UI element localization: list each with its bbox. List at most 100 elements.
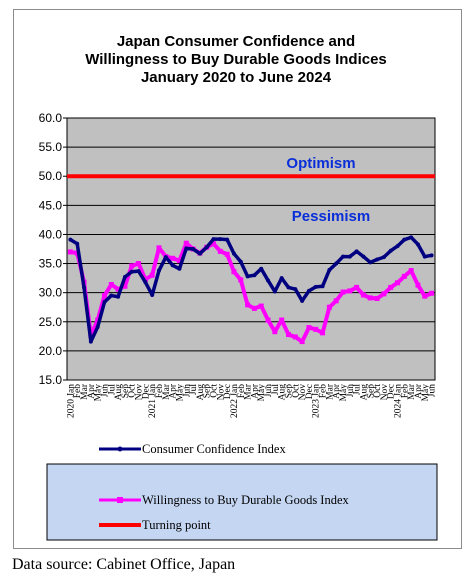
y-axis-ticks: 60.0 55.0 50.0 45.0 40.0 35.0 30.0 25.0 20.0 15.0: [39, 111, 67, 387]
data-point-consumer-confidence-index: [423, 255, 427, 259]
data-point-consumer-confidence-index: [280, 276, 284, 280]
data-point-consumer-confidence-index: [96, 325, 100, 329]
data-point-consumer-confidence-index: [191, 247, 195, 251]
data-point-willingness-to-buy-durable-goods-index: [306, 325, 311, 330]
data-point-consumer-confidence-index: [68, 238, 72, 242]
data-point-willingness-to-buy-durable-goods-index: [409, 268, 414, 273]
y-tick-label: 50.0: [39, 169, 63, 183]
data-point-willingness-to-buy-durable-goods-index: [313, 327, 318, 332]
y-tick-label: 20.0: [39, 344, 63, 358]
data-point-consumer-confidence-index: [205, 245, 209, 249]
data-point-willingness-to-buy-durable-goods-index: [293, 334, 298, 339]
data-point-consumer-confidence-index: [409, 235, 413, 239]
data-point-willingness-to-buy-durable-goods-index: [320, 330, 325, 335]
data-point-consumer-confidence-index: [102, 300, 106, 304]
data-point-consumer-confidence-index: [321, 284, 325, 288]
data-point-consumer-confidence-index: [137, 269, 141, 273]
data-point-willingness-to-buy-durable-goods-index: [402, 274, 407, 279]
data-point-consumer-confidence-index: [246, 274, 250, 278]
title-line-3: January 2020 to June 2024: [141, 69, 332, 86]
x-tick-label: Jun: [428, 384, 438, 397]
y-tick-label: 15.0: [39, 373, 63, 387]
data-point-willingness-to-buy-durable-goods-index: [368, 295, 373, 300]
data-point-willingness-to-buy-durable-goods-index: [354, 285, 359, 290]
data-point-willingness-to-buy-durable-goods-index: [68, 249, 73, 254]
title-line-2: Willingness to Buy Durable Goods Indices: [85, 51, 387, 68]
data-point-consumer-confidence-index: [396, 244, 400, 248]
data-point-consumer-confidence-index: [252, 273, 256, 277]
data-point-consumer-confidence-index: [327, 268, 331, 272]
title-line-1: Japan Consumer Confidence and: [117, 33, 355, 50]
y-tick-label: 40.0: [39, 227, 63, 241]
legend: Consumer Confidence Index Willingness to…: [47, 442, 437, 540]
data-point-consumer-confidence-index: [225, 238, 229, 242]
data-point-consumer-confidence-index: [348, 255, 352, 259]
data-point-consumer-confidence-index: [334, 262, 338, 266]
data-point-willingness-to-buy-durable-goods-index: [231, 269, 236, 274]
legend-label-durable-goods: Willingness to Buy Durable Goods Index: [142, 493, 350, 507]
data-point-consumer-confidence-index: [218, 237, 222, 241]
data-point-consumer-confidence-index: [171, 263, 175, 267]
data-point-consumer-confidence-index: [368, 260, 372, 264]
data-point-willingness-to-buy-durable-goods-index: [272, 329, 277, 334]
data-point-willingness-to-buy-durable-goods-index: [136, 261, 141, 266]
data-point-consumer-confidence-index: [259, 267, 263, 271]
data-point-consumer-confidence-index: [150, 293, 154, 297]
y-tick-label: 55.0: [39, 140, 63, 154]
data-point-consumer-confidence-index: [130, 270, 134, 274]
data-point-willingness-to-buy-durable-goods-index: [184, 241, 189, 246]
data-point-willingness-to-buy-durable-goods-index: [225, 252, 230, 257]
chart-svg: Japan Consumer Confidence and Willingnes…: [14, 10, 461, 548]
data-point-consumer-confidence-index: [300, 299, 304, 303]
data-point-willingness-to-buy-durable-goods-index: [252, 306, 257, 311]
data-point-willingness-to-buy-durable-goods-index: [102, 293, 107, 298]
data-point-consumer-confidence-index: [416, 242, 420, 246]
data-point-consumer-confidence-index: [361, 255, 365, 259]
data-point-consumer-confidence-index: [157, 269, 161, 273]
data-point-consumer-confidence-index: [89, 340, 93, 344]
data-point-willingness-to-buy-durable-goods-index: [129, 263, 134, 268]
data-point-consumer-confidence-index: [116, 295, 120, 299]
data-point-willingness-to-buy-durable-goods-index: [266, 318, 271, 323]
data-point-consumer-confidence-index: [266, 278, 270, 282]
y-tick-label: 60.0: [39, 111, 63, 125]
data-point-consumer-confidence-index: [402, 238, 406, 242]
data-point-willingness-to-buy-durable-goods-index: [170, 256, 175, 261]
data-point-willingness-to-buy-durable-goods-index: [218, 249, 223, 254]
data-point-consumer-confidence-index: [198, 252, 202, 256]
data-point-consumer-confidence-index: [341, 255, 345, 259]
data-point-consumer-confidence-index: [355, 249, 359, 253]
data-point-consumer-confidence-index: [177, 267, 181, 271]
optimism-label: Optimism: [286, 155, 355, 172]
data-point-willingness-to-buy-durable-goods-index: [415, 283, 420, 288]
data-point-consumer-confidence-index: [239, 260, 243, 264]
legend-label-consumer-confidence: Consumer Confidence Index: [142, 442, 286, 456]
data-point-willingness-to-buy-durable-goods-index: [375, 296, 380, 301]
x-axis-ticks: 2020 JanFebMarAprMayJunJulAugSepOctNovDe…: [66, 383, 437, 418]
data-point-consumer-confidence-index: [293, 287, 297, 291]
data-point-consumer-confidence-index: [430, 253, 434, 257]
data-point-consumer-confidence-index: [375, 257, 379, 261]
data-source-note: Data source: Cabinet Office, Japan: [12, 556, 235, 574]
data-point-willingness-to-buy-durable-goods-index: [300, 339, 305, 344]
legend-item-consumer-confidence: Consumer Confidence Index: [99, 442, 286, 456]
data-point-consumer-confidence-index: [184, 246, 188, 250]
data-point-consumer-confidence-index: [273, 290, 277, 294]
data-point-consumer-confidence-index: [232, 252, 236, 256]
data-point-willingness-to-buy-durable-goods-index: [150, 273, 155, 278]
data-point-willingness-to-buy-durable-goods-index: [422, 294, 427, 299]
data-point-willingness-to-buy-durable-goods-index: [279, 318, 284, 323]
data-point-willingness-to-buy-durable-goods-index: [286, 332, 291, 337]
chart-title: Japan Consumer Confidence and Willingnes…: [85, 33, 387, 86]
data-point-willingness-to-buy-durable-goods-index: [429, 291, 434, 296]
legend-marker-consumer-confidence: [118, 447, 123, 452]
data-point-consumer-confidence-index: [212, 237, 216, 241]
data-point-consumer-confidence-index: [164, 255, 168, 259]
data-point-willingness-to-buy-durable-goods-index: [109, 282, 114, 287]
legend-marker-durable-goods: [117, 497, 123, 503]
data-point-consumer-confidence-index: [307, 289, 311, 293]
pessimism-label: Pessimism: [292, 208, 370, 225]
y-tick-label: 35.0: [39, 257, 63, 271]
data-point-willingness-to-buy-durable-goods-index: [259, 304, 264, 309]
data-point-consumer-confidence-index: [82, 285, 86, 289]
